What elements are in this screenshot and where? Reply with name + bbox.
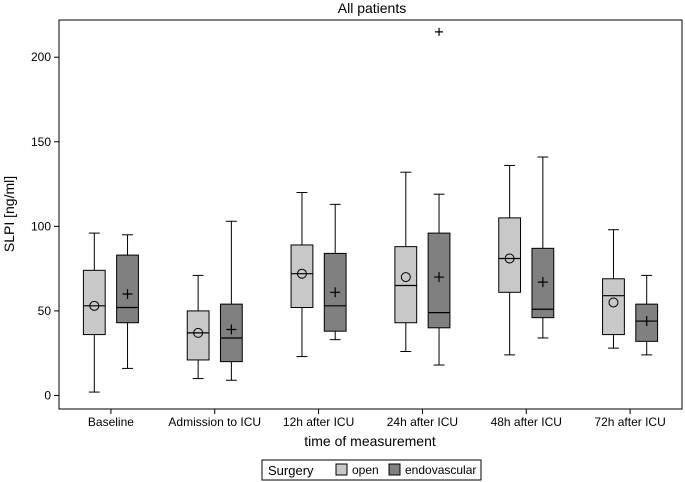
mean-marker (537, 277, 548, 288)
y-tick-label: 200 (31, 50, 51, 64)
y-axis-title: SLPI [ng/ml] (1, 176, 17, 252)
x-tick-label: Admission to ICU (168, 415, 261, 429)
legend-title: Surgery (268, 463, 314, 478)
box-open-1 (186, 310, 210, 361)
legend-frame (261, 459, 482, 481)
legend-label-endovascular: endovascular (405, 463, 476, 477)
mean-marker (122, 288, 133, 299)
y-tick-label: 100 (31, 219, 51, 233)
mean-marker (641, 316, 652, 327)
mean-marker (330, 287, 341, 298)
mean-marker (400, 272, 411, 283)
mean-marker (608, 297, 619, 308)
legend-label-open: open (352, 463, 379, 477)
y-tick-label: 0 (44, 388, 51, 402)
y-tick-label: 50 (38, 304, 52, 318)
x-tick-label: 24h after ICU (387, 415, 458, 429)
mean-marker (434, 272, 445, 283)
box-open-3 (394, 246, 418, 324)
box-endovascular-0 (116, 254, 139, 324)
x-tick-label: 48h after ICU (491, 415, 562, 429)
x-tick-label: 12h after ICU (283, 415, 354, 429)
x-axis: Baseline Admission to ICU 12h after ICU 24h… (88, 409, 666, 429)
x-axis-title: time of measurement (304, 433, 436, 449)
mean-marker (504, 253, 515, 264)
outlier-marker (435, 27, 444, 36)
mean-marker (226, 324, 237, 335)
legend: Surgery open endovascular (261, 459, 482, 481)
mean-marker (89, 300, 100, 311)
chart-title: All patients (338, 0, 406, 16)
plot-area (58, 19, 683, 410)
box-open-2 (290, 244, 314, 309)
y-tick-label: 150 (31, 135, 51, 149)
box-series (82, 27, 659, 393)
x-tick-label: 72h after ICU (594, 415, 665, 429)
legend-swatch-open (335, 463, 348, 476)
mean-marker (193, 327, 204, 338)
box-open-0 (82, 269, 106, 336)
legend-swatch-endovascular (388, 463, 401, 476)
mean-marker (296, 268, 307, 279)
y-axis: 0 50 100 150 200 (31, 50, 59, 402)
x-tick-label: Baseline (88, 415, 134, 429)
box-open-4 (498, 217, 522, 293)
